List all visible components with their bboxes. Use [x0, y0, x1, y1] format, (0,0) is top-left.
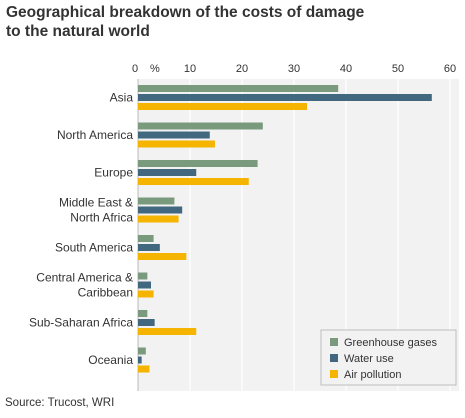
legend-swatch-1: [330, 354, 338, 362]
bar-6-1: [138, 319, 155, 326]
category-label-0-line-0: Asia: [110, 91, 134, 105]
x-tick-label-0: 0: [132, 63, 138, 75]
bar-series: [138, 85, 432, 373]
bar-3-2: [138, 215, 179, 223]
legend-label-2: Air pollution: [344, 369, 401, 381]
bar-4-1: [138, 244, 160, 251]
bar-1-1: [138, 131, 210, 139]
chart-title-line-1: Geographical breakdown of the costs of d…: [6, 4, 365, 21]
category-label-5-line-0: Central America &: [36, 271, 133, 285]
chart-title: Geographical breakdown of the costs of d…: [6, 3, 461, 41]
bar-6-2: [138, 328, 197, 335]
x-tick-label-40: 40: [340, 63, 352, 75]
category-label-3-line-1: North Africa: [70, 211, 133, 225]
bar-5-1: [138, 281, 151, 289]
x-tick-label-60: 60: [444, 63, 456, 75]
legend-swatch-2: [330, 370, 338, 378]
bar-0-0: [138, 85, 339, 92]
bar-2-0: [138, 160, 258, 167]
category-label-4-line-0: South America: [55, 241, 133, 255]
category-label-1-line-0: North America: [57, 128, 133, 142]
bar-5-0: [138, 272, 148, 280]
legend-label-1: Water use: [344, 353, 394, 365]
bar-0-1: [138, 94, 432, 101]
bar-2-1: [138, 169, 197, 176]
bar-4-0: [138, 235, 154, 242]
x-tick-label-20: 20: [236, 63, 248, 75]
x-tick-label-30: 30: [288, 63, 300, 75]
x-tick-labels: 0 10 20 30 40 50 60: [132, 63, 456, 75]
legend-label-0: Greenhouse gases: [344, 337, 437, 349]
bar-7-0: [138, 347, 146, 355]
category-label-6-line-0: Sub-Saharan Africa: [29, 316, 133, 330]
bar-6-0: [138, 310, 148, 317]
category-label-7-line-0: Oceania: [88, 353, 133, 367]
chart-title-line-2: to the natural world: [6, 23, 150, 40]
x-unit-label: %: [150, 63, 160, 75]
bar-4-2: [138, 253, 187, 260]
bar-3-1: [138, 206, 183, 214]
bar-2-2: [138, 178, 249, 185]
bar-1-2: [138, 140, 215, 148]
bar-1-0: [138, 122, 263, 130]
source-note: Source: Trucost, WRI: [5, 397, 115, 409]
bar-7-2: [138, 365, 150, 373]
bar-7-1: [138, 356, 142, 364]
bar-0-2: [138, 103, 307, 110]
legend-swatch-0: [330, 338, 338, 346]
legend: Greenhouse gases Water use Air pollution: [320, 329, 457, 386]
legend-box: [320, 329, 457, 386]
x-tick-label-10: 10: [184, 63, 196, 75]
category-labels: Asia North America Europe Middle East &Nort…: [29, 91, 133, 368]
bar-3-0: [138, 197, 175, 205]
bar-5-2: [138, 290, 154, 298]
category-label-2-line-0: Europe: [94, 166, 133, 180]
category-label-3-line-0: Middle East &: [59, 196, 133, 210]
x-tick-label-50: 50: [392, 63, 404, 75]
category-label-5-line-1: Caribbean: [78, 286, 133, 300]
